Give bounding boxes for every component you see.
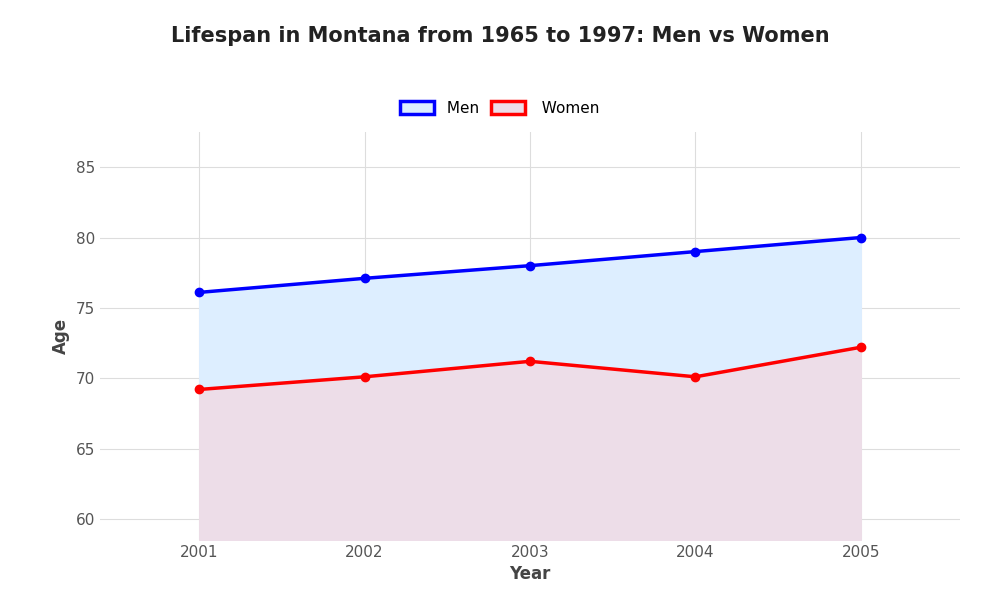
Text: Lifespan in Montana from 1965 to 1997: Men vs Women: Lifespan in Montana from 1965 to 1997: M… (171, 26, 829, 46)
Legend:  Men,   Women: Men, Women (394, 95, 606, 122)
X-axis label: Year: Year (509, 565, 551, 583)
Y-axis label: Age: Age (52, 318, 70, 354)
